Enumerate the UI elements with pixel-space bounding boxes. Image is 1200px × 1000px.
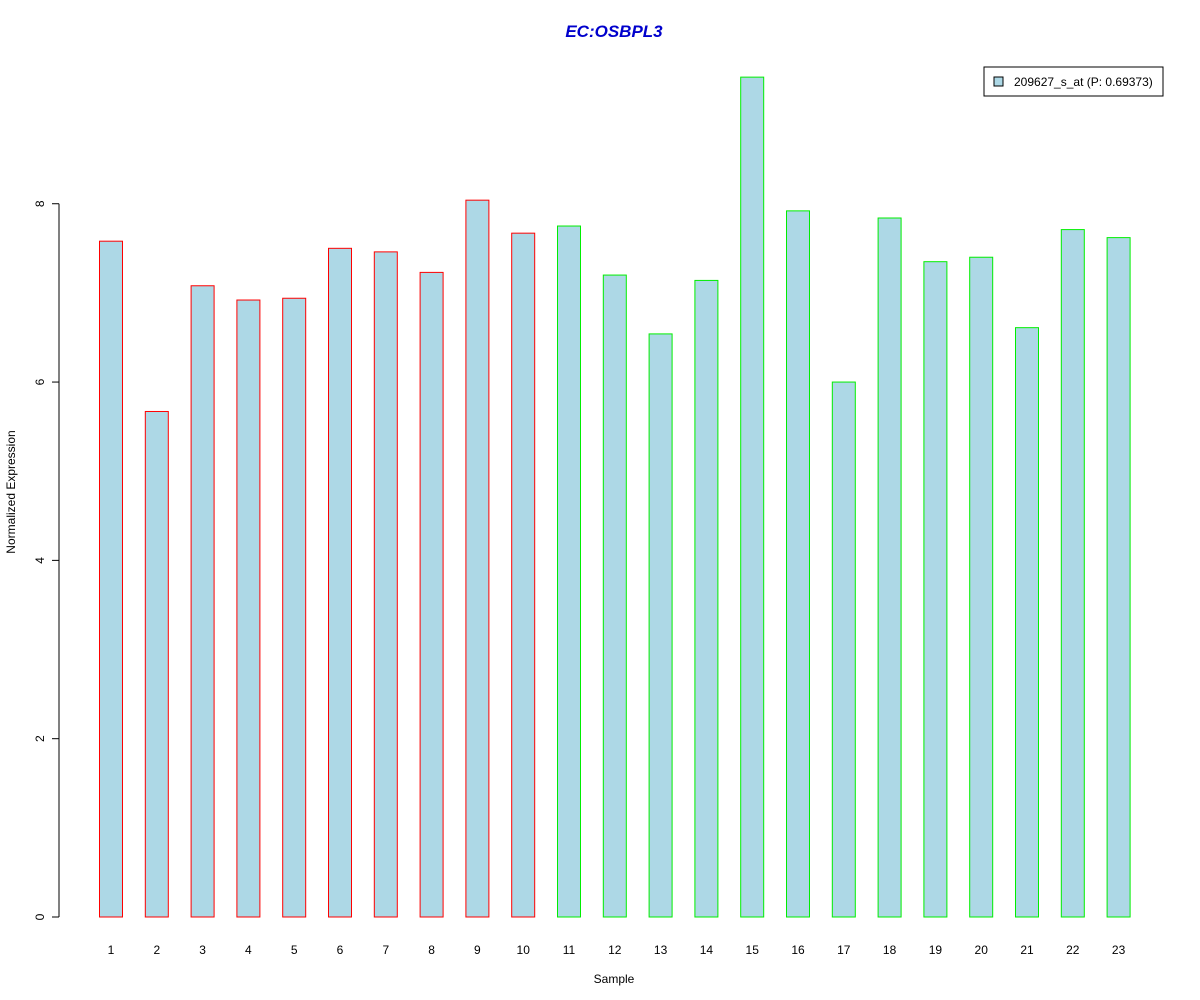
y-tick-label: 6 xyxy=(33,378,47,385)
x-tick-label: 18 xyxy=(883,943,897,957)
bar-sample-3 xyxy=(190,285,215,918)
y-tick-label: 0 xyxy=(33,913,47,920)
x-tick-label: 7 xyxy=(382,943,389,957)
x-tick-label: 15 xyxy=(746,943,760,957)
bar-sample-9 xyxy=(465,199,490,918)
x-tick-label: 10 xyxy=(517,943,531,957)
bars xyxy=(99,76,1131,918)
x-tick-label: 19 xyxy=(929,943,943,957)
bar-sample-15 xyxy=(740,76,765,918)
bar-sample-18 xyxy=(877,217,902,918)
x-tick-label: 13 xyxy=(654,943,668,957)
bar-sample-19 xyxy=(923,261,948,918)
x-axis-label: Sample xyxy=(594,972,635,986)
x-tick-label: 1 xyxy=(108,943,115,957)
x-tick-label: 6 xyxy=(337,943,344,957)
bar-sample-23 xyxy=(1106,237,1131,918)
y-tick-label: 2 xyxy=(33,735,47,742)
chart-title: EC:OSBPL3 xyxy=(565,22,663,41)
legend-label: 209627_s_at (P: 0.69373) xyxy=(1014,75,1153,89)
x-tick-label: 23 xyxy=(1112,943,1126,957)
bar-sample-20 xyxy=(969,256,994,918)
y-axis: 0 2 4 6 8 xyxy=(33,200,60,920)
x-tick-label: 2 xyxy=(153,943,160,957)
bar-sample-14 xyxy=(694,279,719,918)
x-tick-label: 8 xyxy=(428,943,435,957)
x-tick-label: 22 xyxy=(1066,943,1080,957)
y-tick-label: 4 xyxy=(33,557,47,564)
y-axis-label: Normalized Expression xyxy=(4,430,18,553)
bar-sample-16 xyxy=(786,210,810,918)
bar-sample-4 xyxy=(236,299,261,918)
x-tick-label: 14 xyxy=(700,943,714,957)
legend: 209627_s_at (P: 0.69373) xyxy=(983,66,1164,97)
y-tick-label: 8 xyxy=(33,200,47,207)
x-tick-label: 16 xyxy=(791,943,805,957)
bar-sample-1 xyxy=(99,240,123,918)
bar-sample-11 xyxy=(557,225,581,918)
x-tick-label: 5 xyxy=(291,943,298,957)
bar-sample-8 xyxy=(419,271,444,918)
bar-sample-5 xyxy=(282,297,307,918)
legend-box xyxy=(983,66,1164,97)
bar-sample-17 xyxy=(831,381,856,918)
bar-sample-6 xyxy=(328,247,352,918)
x-tick-label: 3 xyxy=(199,943,206,957)
x-tick-label: 17 xyxy=(837,943,851,957)
x-tick-labels: 1 2 3 4 5 6 7 8 9 10 11 12 13 14 15 16 17 18 19 20 21 22 23 xyxy=(108,943,1126,957)
x-tick-label: 21 xyxy=(1020,943,1034,957)
bar-sample-12 xyxy=(602,274,627,918)
bar-sample-21 xyxy=(1015,327,1039,918)
bar-sample-13 xyxy=(648,333,673,918)
x-tick-label: 9 xyxy=(474,943,481,957)
x-tick-label: 12 xyxy=(608,943,622,957)
legend-swatch xyxy=(993,76,1004,87)
x-tick-label: 20 xyxy=(975,943,989,957)
bar-sample-10 xyxy=(511,232,536,918)
bar-sample-7 xyxy=(373,251,398,918)
bar-sample-2 xyxy=(144,410,169,918)
x-tick-label: 11 xyxy=(563,943,576,957)
x-tick-label: 4 xyxy=(245,943,252,957)
bar-sample-22 xyxy=(1060,229,1085,918)
